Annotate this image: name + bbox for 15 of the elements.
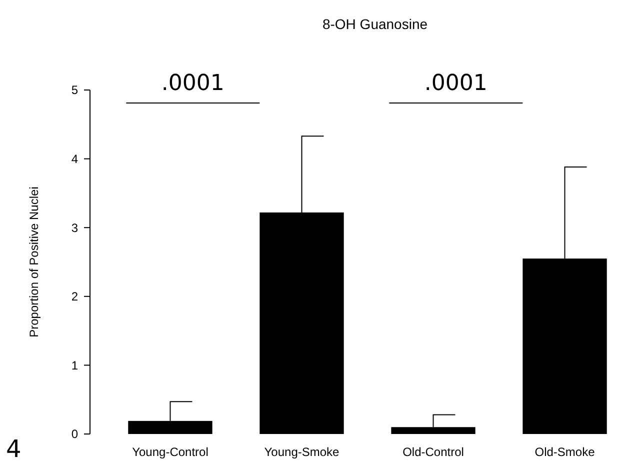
annotation: .0001	[161, 71, 224, 96]
text: 4	[6, 435, 22, 461]
x-tick-label: Old-Smoke	[534, 445, 596, 459]
y-tick-label: 0	[71, 427, 78, 442]
x-tick-label: Young-Smoke	[264, 445, 340, 459]
y-tick-label: 4	[71, 152, 78, 166]
y-tick-label: 1	[71, 358, 78, 372]
x-tick-label: Young-Control	[132, 445, 208, 459]
x-tick-label: Old-Control	[402, 445, 464, 459]
y-axis-title: Proportion of Positive Nuclei	[27, 186, 41, 338]
annotation: .0001	[424, 71, 488, 96]
y-tick-label: 2	[71, 290, 78, 304]
y-tick-label: 5	[71, 83, 78, 98]
y-tick-label: 3	[71, 220, 78, 235]
chart-title: 8-OH Guanosine	[322, 16, 428, 32]
